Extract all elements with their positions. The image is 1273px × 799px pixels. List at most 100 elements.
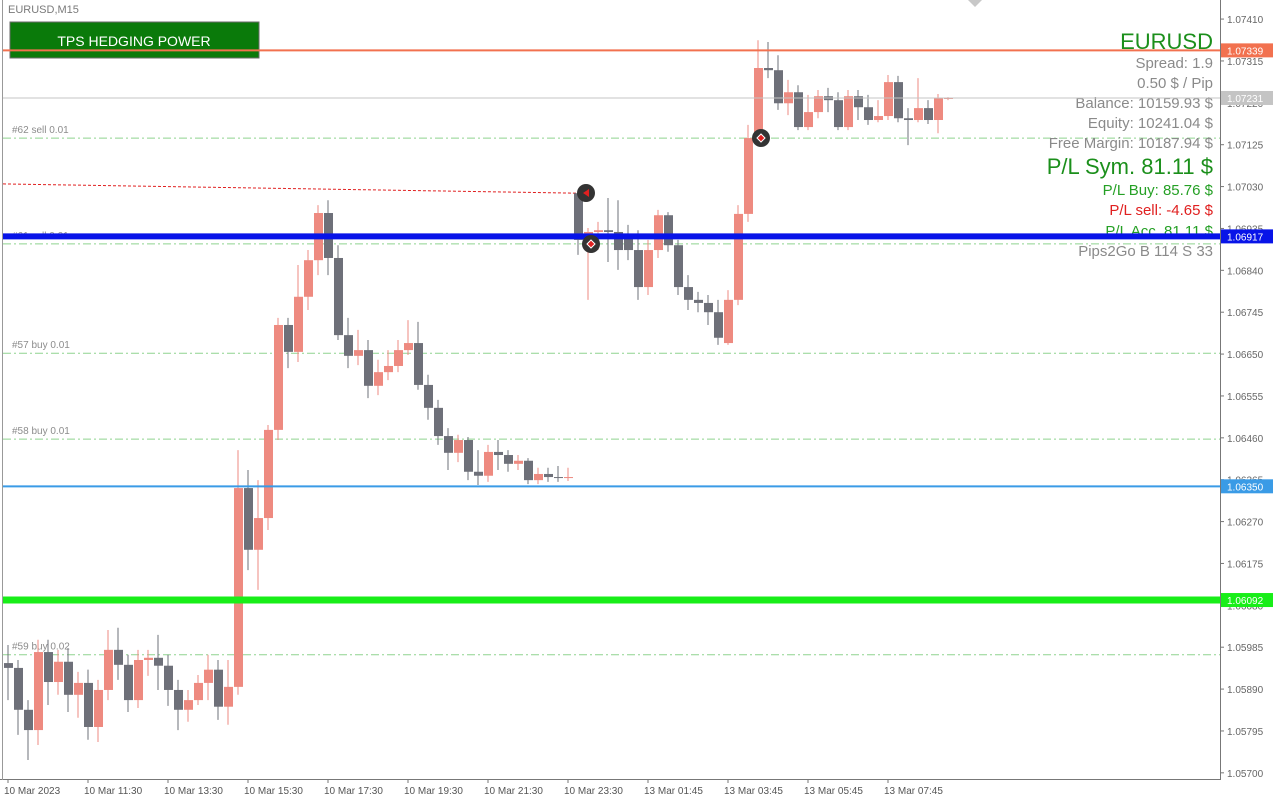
candle-body xyxy=(834,100,843,128)
candle-body xyxy=(444,436,453,453)
candle-body xyxy=(424,384,433,408)
candle-body xyxy=(564,477,573,479)
candle-body xyxy=(194,682,203,701)
candle-body xyxy=(374,372,383,386)
candle-body xyxy=(294,296,303,352)
candle-body xyxy=(244,488,253,550)
candle-body xyxy=(694,299,703,303)
candle-body xyxy=(924,108,933,121)
price-box xyxy=(1221,43,1273,58)
panel-pl-buy: P/L Buy: 85.76 $ xyxy=(1103,182,1214,199)
panel-pip: 0.50 $ / Pip xyxy=(1137,75,1213,92)
order-label: #59 buy 0.02 xyxy=(12,642,70,653)
candle-body xyxy=(604,230,613,232)
candle-body xyxy=(684,287,693,300)
candle-body xyxy=(854,96,863,108)
x-tick-label: 10 Mar 19:30 xyxy=(404,786,463,797)
y-tick-label: 1.06555 xyxy=(1227,392,1264,403)
shift-marker xyxy=(968,0,982,7)
candle-body xyxy=(454,440,463,453)
candle-body xyxy=(384,365,393,373)
trade-marker xyxy=(583,189,589,197)
candle-body xyxy=(484,451,493,476)
candle-body xyxy=(464,440,473,472)
price-box xyxy=(1221,90,1273,105)
candle-body xyxy=(14,667,23,710)
candle-body xyxy=(234,488,243,687)
price-box xyxy=(1221,479,1273,494)
candle-body xyxy=(494,451,503,456)
price-box xyxy=(1221,593,1273,608)
candle-body xyxy=(504,455,513,464)
candle-body xyxy=(84,682,93,727)
y-tick-label: 1.06650 xyxy=(1227,350,1264,361)
panel-free-margin: Free Margin: 10187.94 $ xyxy=(1049,135,1214,152)
candle-body xyxy=(144,657,153,660)
candle-body xyxy=(864,107,873,121)
candle-body xyxy=(174,689,183,710)
y-tick-label: 1.06745 xyxy=(1227,308,1264,319)
trade-markers xyxy=(577,129,770,253)
candle-body xyxy=(394,350,403,366)
y-tick-label: 1.05795 xyxy=(1227,727,1264,738)
y-tick-label: 1.07125 xyxy=(1227,141,1264,152)
price-box-label: 1.06917 xyxy=(1227,232,1264,243)
candle-body xyxy=(714,312,723,338)
candle-body xyxy=(874,116,883,121)
candle-body xyxy=(344,335,353,356)
candle-body xyxy=(474,471,483,476)
candle-body xyxy=(334,257,343,336)
x-tick-label: 10 Mar 13:30 xyxy=(164,786,223,797)
candle-body xyxy=(704,302,713,313)
candle-body xyxy=(514,460,523,464)
candle-body xyxy=(94,689,103,727)
candle-body xyxy=(914,108,923,121)
price-box-label: 1.07231 xyxy=(1227,94,1264,105)
candle-body xyxy=(364,350,373,386)
candle-body xyxy=(254,518,263,550)
panel-pl-sym: P/L Sym. 81.11 $ xyxy=(1047,154,1213,179)
order-label: #57 buy 0.01 xyxy=(12,340,70,351)
candle-body xyxy=(24,709,33,731)
candle-body xyxy=(524,460,533,481)
candle-body xyxy=(354,350,363,356)
chart-title: EURUSD,M15 xyxy=(8,4,79,16)
candle-body xyxy=(154,657,163,666)
candle-body xyxy=(764,68,773,71)
candle-body xyxy=(794,92,803,128)
y-tick-label: 1.06175 xyxy=(1227,559,1264,570)
y-tick-label: 1.06840 xyxy=(1227,266,1264,277)
candle-body xyxy=(54,661,63,683)
y-tick-label: 1.05890 xyxy=(1227,685,1264,696)
candle-body xyxy=(554,477,563,479)
candle-body xyxy=(884,82,893,117)
y-tick-label: 1.05985 xyxy=(1227,643,1264,654)
plot-front: 1.07339 1.07231 1.06917 1.06350 1.06092 xyxy=(3,43,1273,608)
trade-marker xyxy=(586,239,596,249)
candle-body xyxy=(274,324,283,430)
panel-equity: Equity: 10241.04 $ xyxy=(1088,115,1214,132)
candle-body xyxy=(104,649,113,690)
candle-body xyxy=(124,664,133,701)
candle-body xyxy=(594,230,603,232)
candle-body xyxy=(304,260,313,297)
candle-body xyxy=(614,231,623,251)
candle-body xyxy=(844,96,853,128)
y-tick-label: 1.07315 xyxy=(1227,57,1264,68)
button[interactable] xyxy=(9,21,260,59)
order-label: #58 buy 0.01 xyxy=(12,426,70,437)
candle-body xyxy=(674,245,683,288)
price-box-label: 1.06092 xyxy=(1227,596,1264,607)
button-label[interactable]: TPS HEDGING POWER xyxy=(57,33,210,49)
x-tick-label: 10 Mar 11:30 xyxy=(84,786,143,797)
y-tick-label: 1.05700 xyxy=(1227,769,1264,780)
candle-body xyxy=(754,68,763,139)
y-tick-label: 1.07410 xyxy=(1227,15,1264,26)
candle-body xyxy=(414,343,423,385)
candle-body xyxy=(284,324,293,352)
candle-body xyxy=(224,686,233,707)
price-box-label: 1.06350 xyxy=(1227,482,1264,493)
candle-body xyxy=(214,669,223,707)
